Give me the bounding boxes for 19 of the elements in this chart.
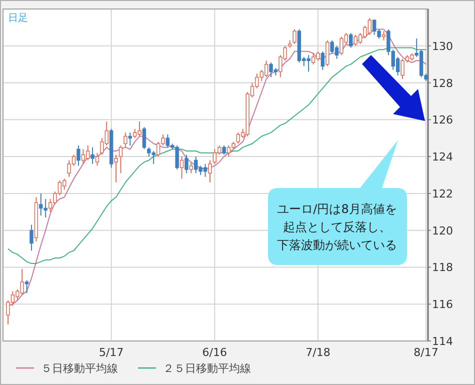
legend-label: ５日移動平均線 <box>41 362 118 375</box>
y-tick-label: 116 <box>432 298 453 312</box>
y-tick-label: 114 <box>432 335 453 348</box>
annotation: ユーロ/円は8月高値を <box>277 202 397 216</box>
x-tick-label: 6/16 <box>202 346 228 359</box>
y-tick-label: 118 <box>432 261 453 274</box>
y-tick-label: 130 <box>432 40 453 53</box>
y-tick-label: 122 <box>432 187 453 200</box>
y-tick-label: 126 <box>432 114 453 127</box>
y-tick-label: 120 <box>432 224 453 238</box>
x-tick-label: 8/17 <box>414 346 438 359</box>
annotation: 下落波動が続いている <box>277 238 397 252</box>
y-tick-label: 128 <box>432 76 453 90</box>
chart-title: 日足 <box>8 13 28 24</box>
x-tick-label: 5/17 <box>98 346 124 359</box>
x-tick-label: 7/18 <box>306 346 330 359</box>
annotation: 起点として反落し、 <box>283 220 391 234</box>
legend-label: ２５日移動平均線 <box>163 362 251 375</box>
y-tick-label: 124 <box>432 150 453 164</box>
